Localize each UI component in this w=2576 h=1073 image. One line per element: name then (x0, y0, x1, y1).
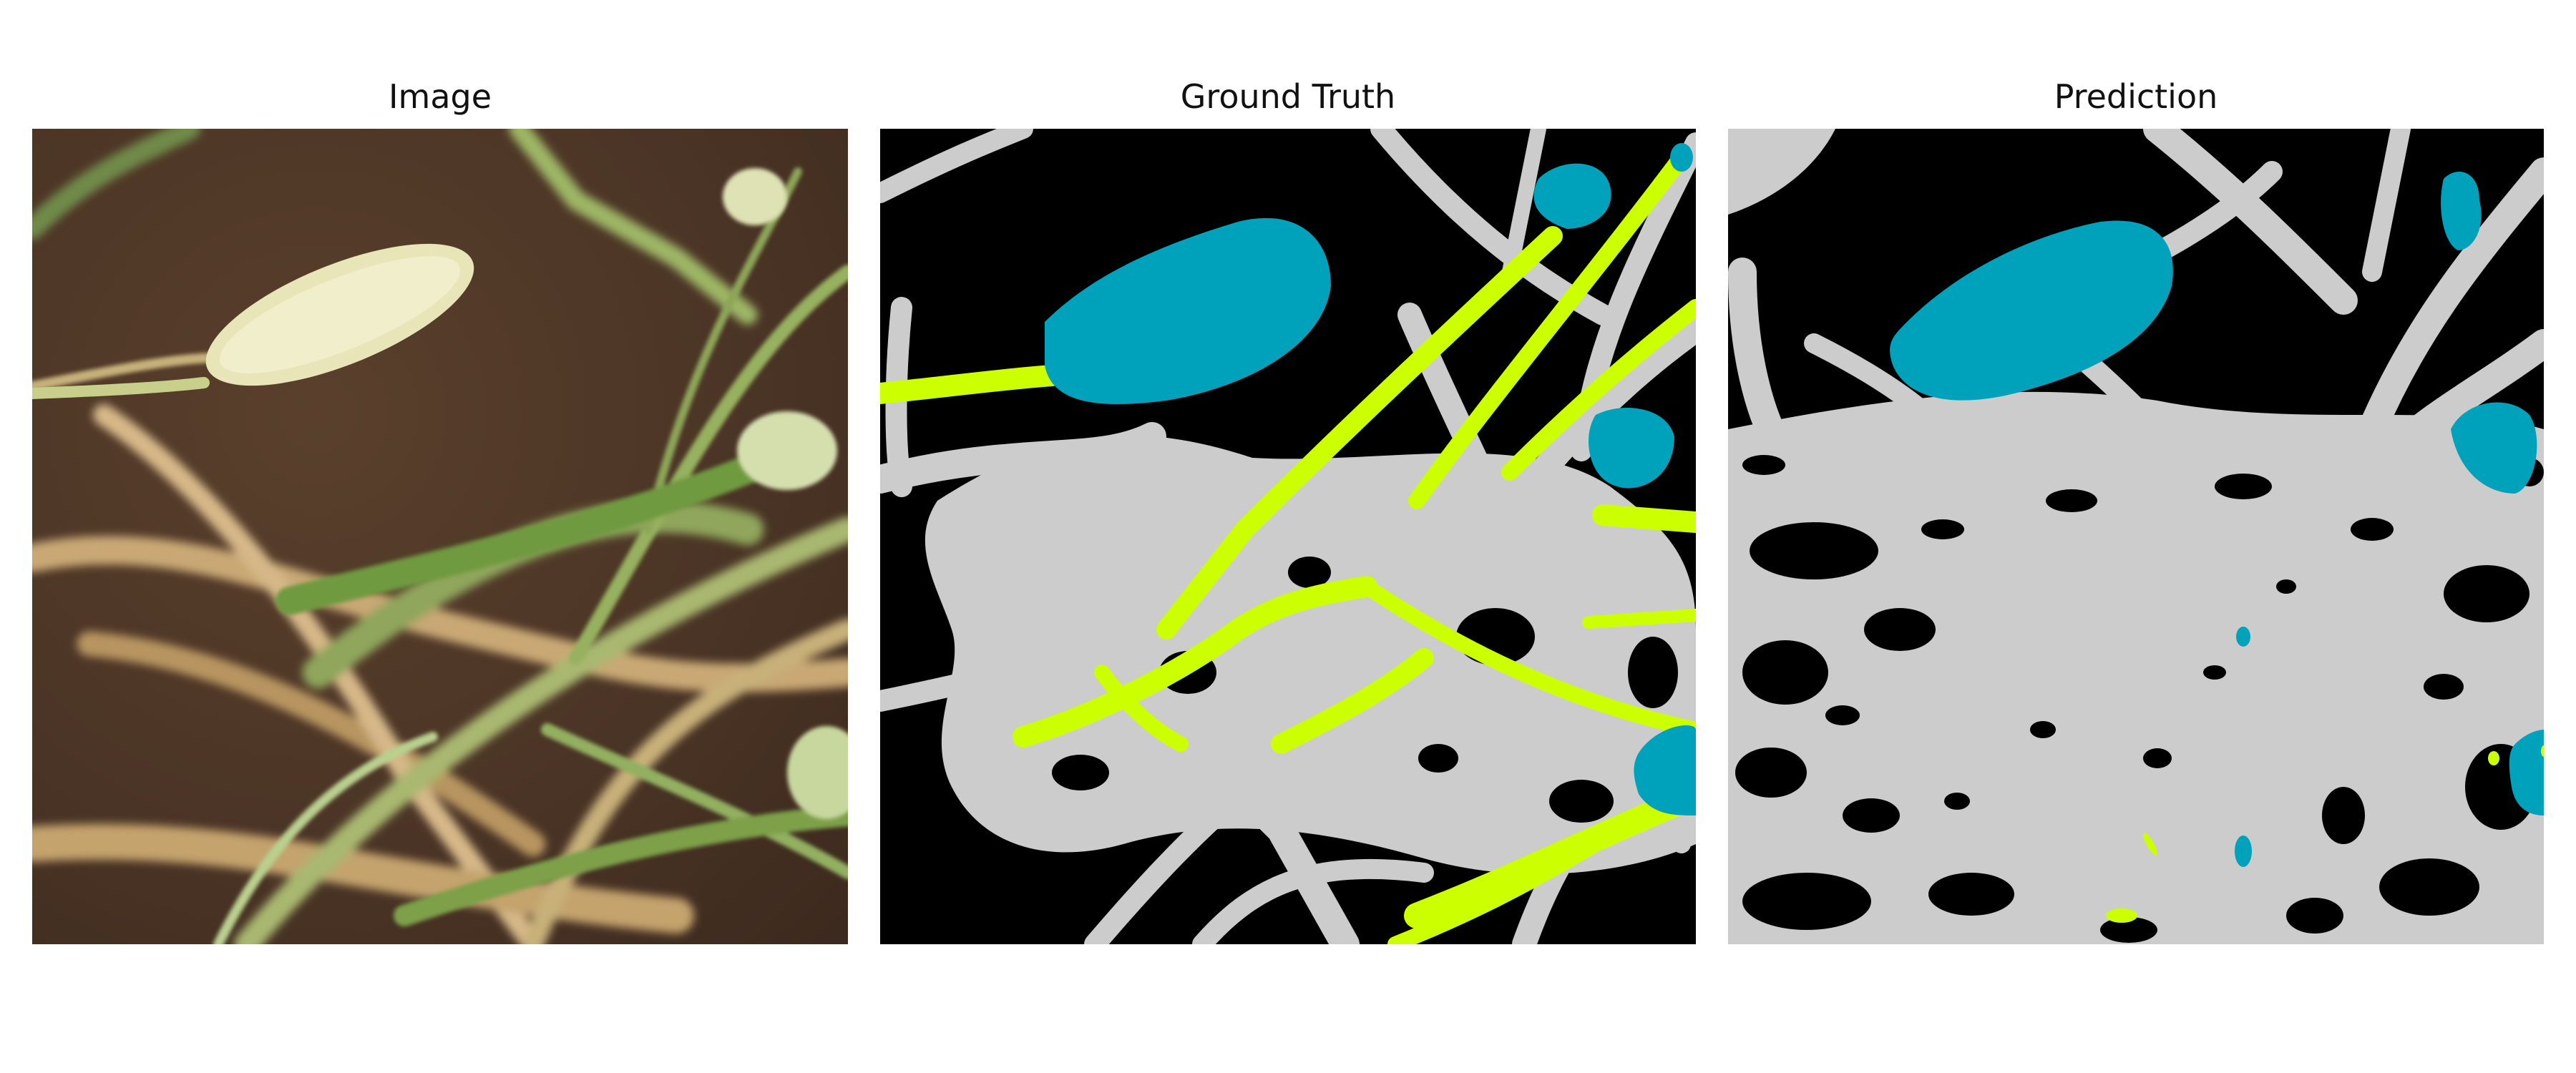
panel-title-image: Image (388, 77, 492, 116)
prediction-panel (1728, 129, 2544, 944)
prediction-mask (1728, 129, 2544, 944)
ground-truth-panel (880, 129, 1696, 944)
flower-head (205, 243, 474, 386)
ground-truth-mask (880, 129, 1696, 944)
image-panel (32, 129, 848, 944)
panel-title-ground-truth: Ground Truth (1180, 77, 1396, 116)
panel-title-prediction: Prediction (2054, 77, 2218, 116)
photo-illustration (32, 129, 848, 944)
